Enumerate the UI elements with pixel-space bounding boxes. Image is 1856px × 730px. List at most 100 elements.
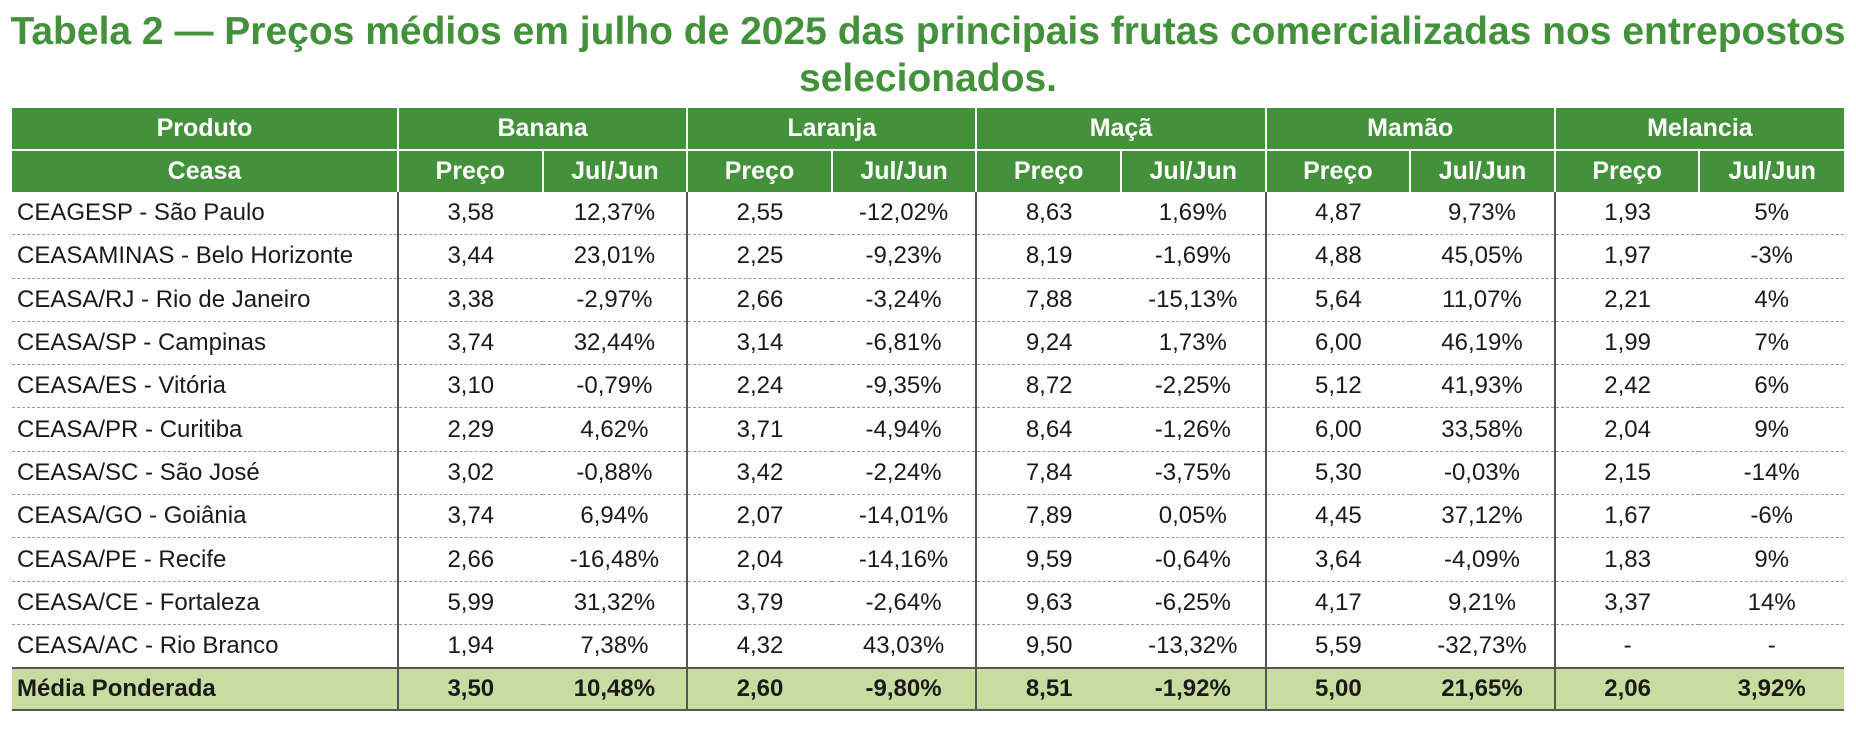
value-cell: 0,05% [1120,494,1267,539]
value-cell: -32,73% [1410,624,1556,669]
value-cell: 45,05% [1410,234,1556,279]
value-cell: 14% [1699,581,1844,625]
header-preco: Preço [976,149,1122,192]
value-cell: -14,01% [831,494,978,539]
value-cell: 9,21% [1410,581,1556,625]
value-cell: - [1554,624,1700,669]
value-cell: -15,13% [1120,278,1267,322]
value-cell: 7,84 [976,451,1121,496]
header-jul-jun: Jul/Jun [1410,149,1556,192]
header-jul-jun: Jul/Jun [1120,149,1267,192]
value-cell: -0,03% [1410,451,1556,496]
value-cell: 4,62% [542,407,689,452]
value-cell: 1,69% [1120,192,1267,236]
value-cell: - [1699,624,1844,669]
value-cell: -14% [1699,451,1844,496]
value-cell: 6,94% [542,494,689,539]
value-cell: 6% [1699,364,1844,409]
average-value-cell: 2,60 [687,667,832,712]
header-produto: Produto [12,108,399,150]
weighted-average-row: Média Ponderada 3,50 10,48% 2,60 -9,80% … [12,667,1844,712]
header-preco: Preço [398,149,544,192]
value-cell: 5,99 [398,581,543,625]
ceasa-name-cell: CEASA/SP - Campinas [12,321,399,366]
weighted-average-label: Média Ponderada [12,667,399,712]
value-cell: 7,89 [976,494,1121,539]
value-cell: 4,45 [1265,494,1411,539]
value-cell: 2,24 [687,364,832,409]
ceasa-name-cell: CEAGESP - São Paulo [12,192,399,236]
header-product-melancia: Melancia [1554,108,1844,150]
header-preco: Preço [1265,149,1412,192]
table-row: CEASA/PE - Recife 2,66 -16,48% 2,04 -14,… [12,537,1844,582]
value-cell: -3% [1699,234,1844,279]
value-cell: -16,48% [542,537,689,582]
table-row: CEASA/ES - Vitória 3,10 -0,79% 2,24 -9,3… [12,364,1844,409]
average-value-cell: 2,06 [1554,667,1700,712]
value-cell: 23,01% [542,234,689,279]
value-cell: 43,03% [831,624,978,669]
value-cell: 9,73% [1410,192,1556,236]
table-row: CEASA/AC - Rio Branco 1,94 7,38% 4,32 43… [12,624,1844,669]
value-cell: -4,94% [831,407,978,452]
table-row: CEASA/RJ - Rio de Janeiro 3,38 -2,97% 2,… [12,278,1844,322]
value-cell: 8,63 [976,192,1121,236]
value-cell: 4,17 [1265,581,1411,625]
ceasa-name-cell: CEASA/GO - Goiânia [12,494,399,539]
ceasa-name-cell: CEASA/CE - Fortaleza [12,581,399,625]
value-cell: 3,44 [398,234,543,279]
value-cell: 3,64 [1265,537,1411,582]
value-cell: 2,04 [687,537,832,582]
ceasa-name-cell: CEASAMINAS - Belo Horizonte [12,234,399,279]
value-cell: 8,19 [976,234,1121,279]
value-cell: 5,64 [1265,278,1411,322]
value-cell: 6,00 [1265,321,1411,366]
value-cell: -13,32% [1120,624,1267,669]
value-cell: 2,07 [687,494,832,539]
header-ceasa: Ceasa [12,149,399,192]
table-title: Tabela 2 — Preços médios em julho de 202… [10,10,1846,100]
value-cell: 8,64 [976,407,1121,452]
value-cell: 2,42 [1554,364,1700,409]
value-cell: 3,74 [398,494,543,539]
average-value-cell: 3,50 [398,667,543,712]
average-value-cell: 8,51 [976,667,1121,712]
value-cell: -6,25% [1120,581,1267,625]
value-cell: 4,87 [1265,192,1411,236]
value-cell: 9,59 [976,537,1121,582]
value-cell: 3,38 [398,278,543,322]
value-cell: 9,63 [976,581,1121,625]
value-cell: 3,14 [687,321,832,366]
value-cell: 5,12 [1265,364,1411,409]
average-value-cell: -1,92% [1120,667,1267,712]
prices-table: Produto Banana Laranja Maçã Mamão Melanc… [12,108,1844,712]
table-row: CEASA/CE - Fortaleza 5,99 31,32% 3,79 -2… [12,581,1844,625]
value-cell: 46,19% [1410,321,1556,366]
value-cell: -6,81% [831,321,978,366]
table-row: CEASAMINAS - Belo Horizonte 3,44 23,01% … [12,234,1844,279]
ceasa-name-cell: CEASA/PE - Recife [12,537,399,582]
ceasa-name-cell: CEASA/PR - Curitiba [12,407,399,452]
value-cell: 7% [1699,321,1844,366]
average-value-cell: 5,00 [1265,667,1411,712]
value-cell: 3,71 [687,407,832,452]
value-cell: -6% [1699,494,1844,539]
table-row: CEASA/PR - Curitiba 2,29 4,62% 3,71 -4,9… [12,407,1844,452]
value-cell: 12,37% [542,192,689,236]
value-cell: 3,74 [398,321,543,366]
average-value-cell: 3,92% [1699,667,1844,712]
value-cell: -0,64% [1120,537,1267,582]
header-product-banana: Banana [398,108,689,150]
value-cell: 11,07% [1410,278,1556,322]
value-cell: -1,26% [1120,407,1267,452]
value-cell: 1,83 [1554,537,1700,582]
value-cell: 4,32 [687,624,832,669]
table-row: CEASA/SC - São José 3,02 -0,88% 3,42 -2,… [12,451,1844,496]
value-cell: 9,24 [976,321,1121,366]
value-cell: 2,29 [398,407,543,452]
value-cell: -0,88% [542,451,689,496]
header-product-maca: Maçã [976,108,1267,150]
table-header: Produto Banana Laranja Maçã Mamão Melanc… [12,108,1844,192]
value-cell: 33,58% [1410,407,1556,452]
